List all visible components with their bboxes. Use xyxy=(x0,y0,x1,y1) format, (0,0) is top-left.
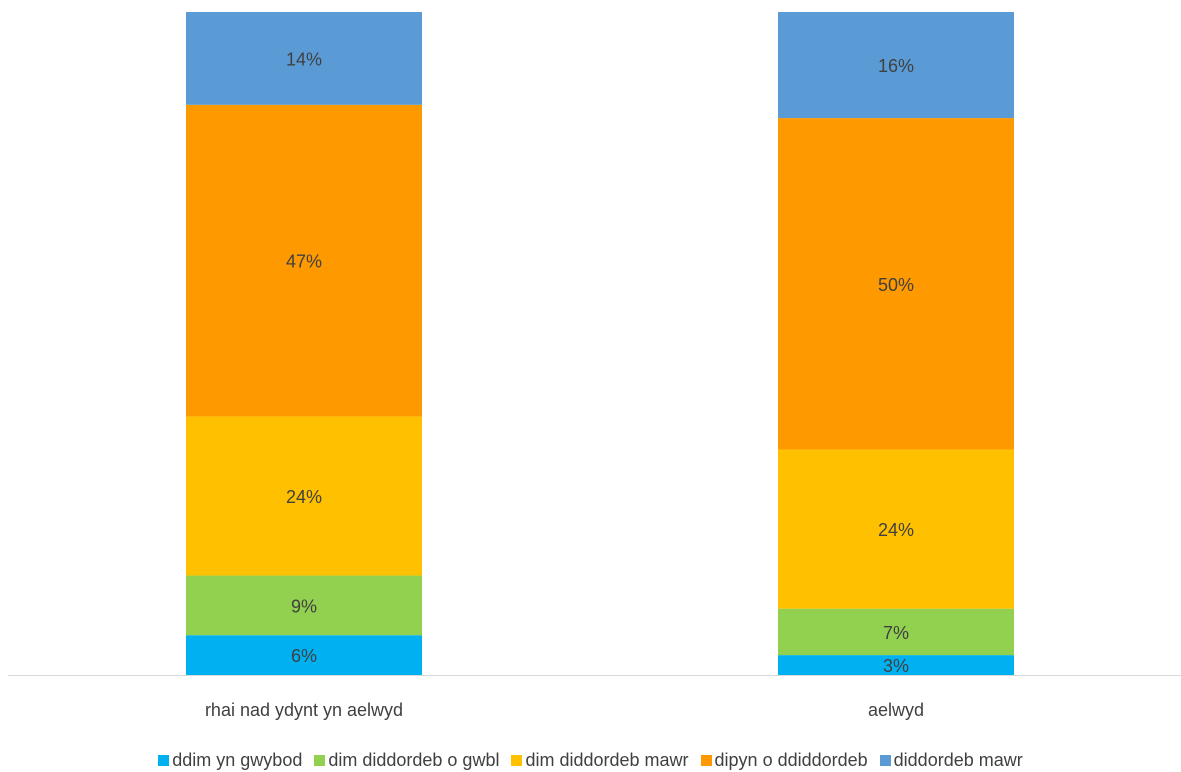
category-label-2: aelwyd xyxy=(868,700,924,720)
data-label-1-2: 9% xyxy=(291,596,317,616)
legend-swatch-1 xyxy=(158,755,170,766)
data-label-2-3: 24% xyxy=(878,520,914,540)
legend-label-1: ddim yn gwybod xyxy=(172,750,303,770)
data-label-1-1: 6% xyxy=(291,646,317,666)
bar-segment-1-3 xyxy=(186,416,422,576)
bar-segment-1-5 xyxy=(186,12,422,105)
data-label-1-3: 24% xyxy=(286,487,322,507)
bar-segment-1-2 xyxy=(186,575,422,636)
bar-segment-1-4 xyxy=(186,104,422,417)
bar-segment-1-1 xyxy=(186,635,422,675)
category-labels-group: rhai nad ydynt yn aelwyd aelwyd xyxy=(205,700,924,720)
legend: ddim yn gwybod dim diddordeb o gwbl dim di… xyxy=(0,750,1181,771)
category-label-1: rhai nad ydynt yn aelwyd xyxy=(205,700,403,720)
legend-item-5: diddordeb mawr xyxy=(879,750,1023,771)
data-label-2-4: 50% xyxy=(878,275,914,295)
legend-item-4: dipyn o ddiddordeb xyxy=(700,750,868,771)
legend-item-2: dim diddordeb o gwbl xyxy=(314,750,499,771)
data-label-2-1: 3% xyxy=(883,656,909,676)
bars-group xyxy=(186,12,1014,675)
legend-swatch-2 xyxy=(314,755,326,766)
legend-label-2: dim diddordeb o gwbl xyxy=(328,750,500,770)
data-label-2-2: 7% xyxy=(883,623,909,643)
bar-segment-2-1 xyxy=(778,655,1014,675)
legend-label-5: diddordeb mawr xyxy=(893,750,1023,770)
legend-label-4: dipyn o ddiddordeb xyxy=(714,750,868,770)
legend-swatch-5 xyxy=(879,755,891,766)
legend-item-1: ddim yn gwybod xyxy=(158,750,302,771)
legend-label-3: dim diddordeb mawr xyxy=(525,750,689,770)
bar-segment-2-5 xyxy=(778,12,1014,119)
legend-item-3: dim diddordeb mawr xyxy=(511,750,689,771)
data-label-1-5: 14% xyxy=(286,49,322,69)
bar-segment-2-2 xyxy=(778,608,1014,656)
bar-segment-2-3 xyxy=(778,449,1014,609)
data-labels-group: 6% 9% 24% 47% 14% 3% 7% 24% 50% 16% xyxy=(286,49,914,676)
legend-swatch-4 xyxy=(700,755,712,766)
data-label-1-4: 47% xyxy=(286,252,322,272)
bar-segment-2-4 xyxy=(778,118,1014,450)
data-label-2-5: 16% xyxy=(878,56,914,76)
legend-swatch-3 xyxy=(511,755,523,766)
